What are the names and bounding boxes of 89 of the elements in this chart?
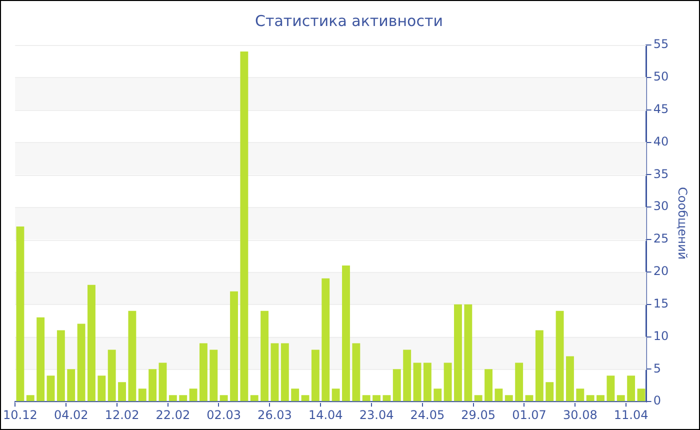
bar [26,395,34,402]
x-tick-label: 26.03 [258,408,292,422]
x-tick-label: 23.04 [359,408,394,422]
x-tick-label: 30.08 [562,408,598,422]
bar [16,226,24,402]
bar [36,317,45,402]
bar [128,310,136,402]
y-tick-label: 55 [653,37,669,52]
bar [158,362,167,402]
y-tick-label: 50 [653,70,669,84]
bar [342,265,350,402]
bar [586,395,594,402]
bar [210,350,218,402]
x-tick-label: 14.04 [308,408,343,422]
bar [637,388,646,402]
y-axis-title: Сообщений [676,187,690,260]
bar [372,395,381,402]
bar [250,395,258,402]
bar [291,388,300,402]
y-tick-label: 15 [653,296,669,310]
x-tick-label: 10.12 [3,408,38,422]
bar [108,350,116,402]
bar [484,369,492,402]
bar [301,395,310,402]
bar [474,395,482,402]
bar [382,395,391,402]
bar [444,362,452,402]
bar [230,291,238,402]
bar [525,395,534,402]
bar [280,343,289,402]
bar [260,310,269,402]
y-tick-label: 35 [653,166,669,181]
bar [179,395,188,402]
bar [515,362,524,402]
bar [464,304,472,402]
bar [311,350,320,402]
bar [189,388,198,402]
x-tick-label: 12.02 [104,408,140,422]
bar [576,388,584,402]
y-tick-label: 40 [653,134,669,148]
bar [566,356,574,402]
bar [77,324,86,402]
y-tick-label: 20 [653,264,669,278]
bar [454,304,462,402]
y-tick-label: 10 [653,328,669,343]
x-tick-label: 02.03 [206,408,242,422]
bar [362,395,370,402]
x-tick-label: 22.02 [156,408,190,422]
bar [88,284,96,402]
bar [46,376,55,402]
bar [423,362,432,402]
bar [546,382,554,402]
bar [118,382,126,402]
bar [403,350,412,402]
bar [556,310,564,402]
bar [535,330,544,402]
y-tick-label: 25 [653,232,669,246]
bar [627,376,636,402]
bar [596,395,604,402]
y-tick-label: 0 [653,394,661,408]
bar [168,395,177,402]
bar [616,395,625,402]
y-tick-label: 30 [653,199,669,214]
x-tick-label: 11.04 [614,408,648,422]
bar [494,388,503,402]
bar [606,376,615,402]
bar [352,343,360,402]
x-tick-label: 24.05 [410,408,445,422]
y-tick-label: 5 [653,361,661,376]
bar [148,369,157,402]
x-tick-label: 01.07 [512,408,546,422]
bar [98,376,106,402]
x-tick-label: 29.05 [461,408,496,422]
y-tick-label: 45 [653,102,669,116]
bar [138,388,146,402]
chart-title: Статистика активности [255,12,443,30]
bar [56,330,65,402]
bar [332,388,340,402]
bar [434,388,442,402]
bar [67,369,76,402]
bar [270,343,279,402]
bar [392,369,401,402]
bar [413,362,422,402]
bar [199,343,208,402]
x-tick-label: 04.02 [54,408,88,422]
bar [322,278,330,402]
bar [220,395,228,402]
bar [504,395,513,402]
bar [240,51,248,402]
